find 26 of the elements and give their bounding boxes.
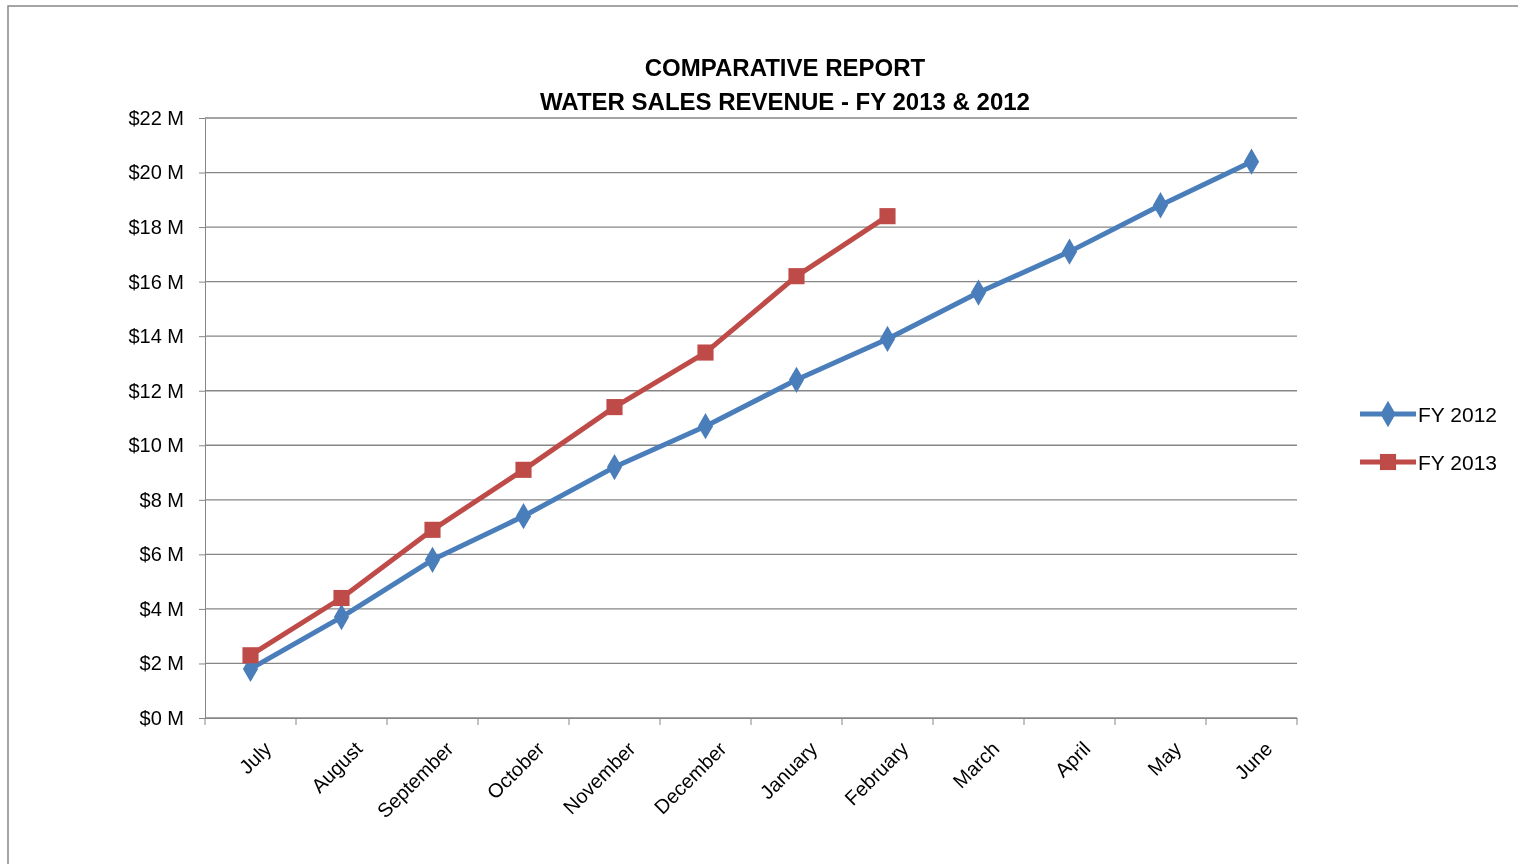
- point: [879, 208, 896, 225]
- x-tick-label: May: [1143, 737, 1186, 780]
- x-tick-label: June: [1230, 737, 1277, 784]
- y-tick-label: $2 M: [139, 652, 184, 675]
- y-tick-label: $8 M: [139, 488, 184, 511]
- point: [697, 344, 714, 361]
- y-tick-label: $0 M: [139, 706, 184, 729]
- y-tick-label: $6 M: [139, 543, 184, 566]
- point: [606, 399, 623, 416]
- y-tick-label: $4 M: [139, 597, 184, 620]
- y-tick-label: $14 M: [128, 325, 184, 348]
- legend-label: FY 2012: [1418, 403, 1498, 426]
- x-tick-label: July: [234, 737, 276, 779]
- legend-label: FY 2013: [1418, 451, 1498, 474]
- point: [788, 268, 805, 285]
- point: [515, 461, 532, 478]
- point: [333, 589, 350, 607]
- y-tick-label: $10 M: [128, 434, 184, 457]
- y-tick-label: $12 M: [128, 379, 184, 402]
- y-tick-label: $20 M: [128, 161, 184, 184]
- y-tick-label: $22 M: [128, 106, 184, 129]
- point: [424, 521, 441, 538]
- point: [242, 647, 259, 664]
- chart-title: COMPARATIVE REPORT WATER SALES REVENUE - FY 2013 & 2012: [540, 54, 1030, 115]
- y-tick-label: $16 M: [128, 270, 184, 293]
- y-tick-label: $18 M: [128, 215, 184, 238]
